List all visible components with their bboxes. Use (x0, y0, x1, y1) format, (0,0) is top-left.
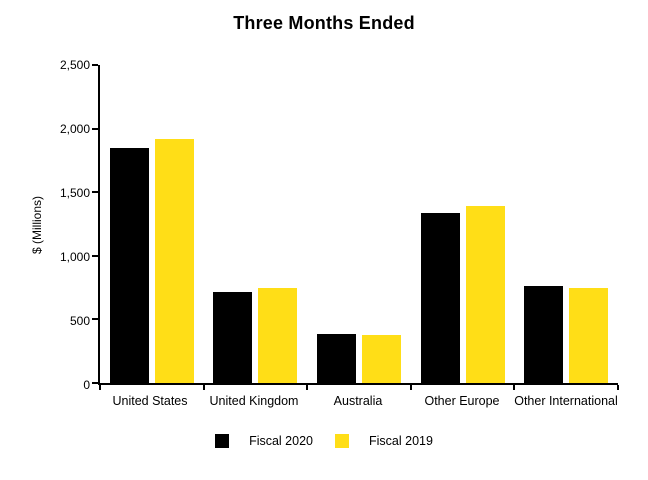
bar-fiscal-2020-united-states (109, 148, 149, 383)
x-tick-mark (99, 385, 101, 390)
y-tick-mark (92, 191, 98, 194)
x-axis-labels: United States United Kingdom Australia Othe… (98, 394, 618, 408)
x-label-united-states: United States (112, 394, 188, 408)
y-tick-mark (92, 254, 98, 257)
x-label-other-europe: Other Europe (424, 394, 500, 408)
bar-fiscal-2020-other-international (524, 285, 564, 383)
x-tick-mark (202, 385, 205, 390)
y-tick-label-1-000: 1,000 (59, 250, 90, 264)
bar-group-other-international (514, 65, 618, 383)
legend: Fiscal 2020 Fiscal 2019 (0, 434, 648, 448)
bar-fiscal-2019-united-kingdom (258, 287, 298, 383)
x-tick-mark (513, 385, 516, 390)
legend-item-fiscal-2019: Fiscal 2019 (335, 434, 433, 448)
legend-swatch-fiscal-2020 (215, 434, 230, 448)
y-tick-label-1-500: 1,500 (59, 186, 90, 200)
y-tick-label-0: 0 (83, 378, 90, 392)
bar-fiscal-2020-other-europe (420, 213, 460, 383)
y-tick-mark (92, 64, 98, 66)
legend-label-fiscal-2020: Fiscal 2020 (249, 434, 313, 448)
bar-group-australia (307, 65, 411, 383)
bar-group-united-kingdom (204, 65, 308, 383)
legend-label-fiscal-2019: Fiscal 2019 (369, 434, 433, 448)
x-label-australia: Australia (333, 394, 383, 408)
y-axis-tick-labels: 0 500 1,000 1,500 2,000 2,500 (0, 58, 90, 392)
chart-title: Three Months Ended (233, 13, 415, 33)
x-label-other-international: Other International (514, 394, 618, 408)
bar-fiscal-2019-united-states (154, 139, 194, 383)
bar-fiscal-2020-united-kingdom (213, 292, 253, 383)
bar-fiscal-2019-other-international (569, 287, 609, 383)
x-tick-mark (409, 385, 412, 390)
y-tick-label-500: 500 (69, 314, 90, 328)
y-tick-mark (92, 318, 98, 321)
bar-fiscal-2019-australia (361, 335, 401, 383)
plot-area (92, 64, 619, 390)
bar-fiscal-2019-other-europe (465, 205, 505, 383)
bar-fiscal-2020-australia (316, 334, 356, 383)
y-tick-label-2-500: 2,500 (59, 58, 90, 72)
bar-group-united-states (100, 65, 204, 383)
x-label-united-kingdom: United Kingdom (209, 394, 299, 408)
legend-swatch-fiscal-2019 (335, 434, 349, 448)
y-tick-mark (92, 127, 98, 130)
y-tick-mark (92, 382, 98, 384)
bar-group-other-europe (411, 65, 515, 383)
x-tick-mark (617, 385, 619, 390)
bar-groups (100, 65, 618, 383)
legend-item-fiscal-2020: Fiscal 2020 (215, 434, 313, 448)
y-tick-label-2-000: 2,000 (59, 122, 90, 136)
x-tick-mark (306, 385, 309, 390)
